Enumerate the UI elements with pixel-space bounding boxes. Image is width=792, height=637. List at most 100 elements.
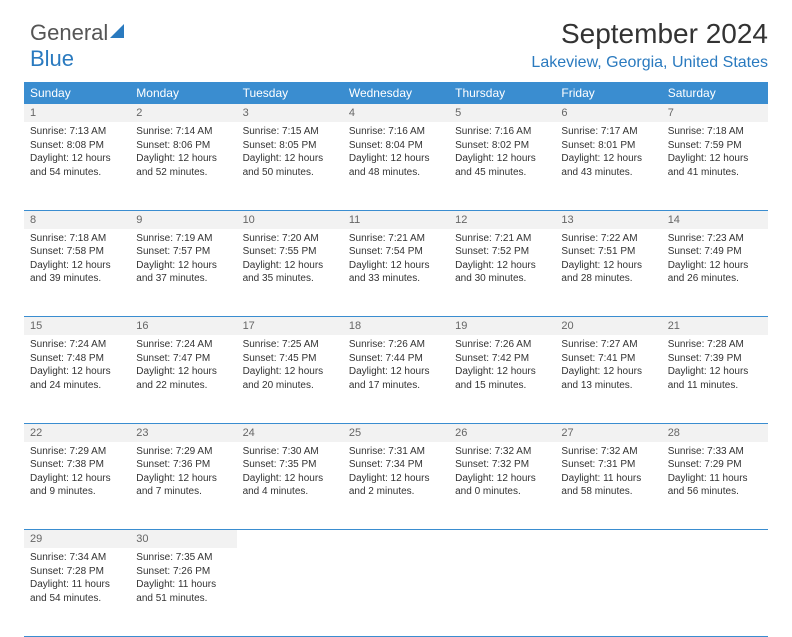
sunset-text: Sunset: 8:04 PM xyxy=(349,139,443,153)
weekday-header-row: Sunday Monday Tuesday Wednesday Thursday… xyxy=(24,82,768,104)
sunset-text: Sunset: 7:31 PM xyxy=(561,458,655,472)
daylight-text: Daylight: 12 hours and 30 minutes. xyxy=(455,259,549,286)
location-subtitle: Lakeview, Georgia, United States xyxy=(24,54,768,72)
day-number-cell: 11 xyxy=(343,210,449,229)
day-number-cell: 7 xyxy=(662,104,768,122)
day-detail-cell xyxy=(662,548,768,636)
sunset-text: Sunset: 8:02 PM xyxy=(455,139,549,153)
day-number-cell: 29 xyxy=(24,530,130,549)
daylight-text: Daylight: 12 hours and 35 minutes. xyxy=(243,259,337,286)
day-number-cell: 28 xyxy=(662,423,768,442)
day-number-cell: 24 xyxy=(237,423,343,442)
sunset-text: Sunset: 7:59 PM xyxy=(668,139,762,153)
sunrise-text: Sunrise: 7:21 AM xyxy=(349,232,443,246)
day-number-cell: 16 xyxy=(130,317,236,336)
day-detail-cell: Sunrise: 7:32 AMSunset: 7:32 PMDaylight:… xyxy=(449,442,555,530)
daylight-text: Daylight: 12 hours and 26 minutes. xyxy=(668,259,762,286)
daylight-text: Daylight: 12 hours and 28 minutes. xyxy=(561,259,655,286)
day-detail-cell: Sunrise: 7:25 AMSunset: 7:45 PMDaylight:… xyxy=(237,335,343,423)
sunrise-text: Sunrise: 7:35 AM xyxy=(136,551,230,565)
calendar-table: Sunday Monday Tuesday Wednesday Thursday… xyxy=(24,82,768,637)
sunrise-text: Sunrise: 7:26 AM xyxy=(349,338,443,352)
day-number-cell: 9 xyxy=(130,210,236,229)
weekday-header: Sunday xyxy=(24,82,130,104)
sunrise-text: Sunrise: 7:28 AM xyxy=(668,338,762,352)
day-detail-cell xyxy=(449,548,555,636)
sunset-text: Sunset: 7:57 PM xyxy=(136,245,230,259)
day-detail-row: Sunrise: 7:29 AMSunset: 7:38 PM Daylight:… xyxy=(24,442,768,530)
sunset-text: Sunset: 7:35 PM xyxy=(243,458,337,472)
daylight-text: Daylight: 11 hours and 54 minutes. xyxy=(30,578,124,605)
day-number-cell: 25 xyxy=(343,423,449,442)
day-number-cell: 23 xyxy=(130,423,236,442)
sunset-text: Sunset: 7:52 PM xyxy=(455,245,549,259)
day-detail-cell: Sunrise: 7:27 AMSunset: 7:41 PMDaylight:… xyxy=(555,335,661,423)
sunset-text: Sunset: 7:54 PM xyxy=(349,245,443,259)
day-number-cell: 21 xyxy=(662,317,768,336)
day-detail-cell: Sunrise: 7:16 AMSunset: 8:02 PMDaylight:… xyxy=(449,122,555,210)
daylight-text: Daylight: 12 hours and 24 minutes. xyxy=(30,365,124,392)
day-detail-cell xyxy=(555,548,661,636)
daylight-text: Daylight: 12 hours and 2 minutes. xyxy=(349,472,443,499)
daylight-text: Daylight: 12 hours and 43 minutes. xyxy=(561,152,655,179)
day-detail-cell: Sunrise: 7:19 AMSunset: 7:57 PMDaylight:… xyxy=(130,229,236,317)
day-detail-cell: Sunrise: 7:20 AMSunset: 7:55 PMDaylight:… xyxy=(237,229,343,317)
day-detail-cell: Sunrise: 7:24 AMSunset: 7:48 PMDaylight:… xyxy=(24,335,130,423)
day-number-cell xyxy=(449,530,555,549)
sunrise-text: Sunrise: 7:30 AM xyxy=(243,445,337,459)
daylight-text: Daylight: 12 hours and 41 minutes. xyxy=(668,152,762,179)
daylight-text: Daylight: 12 hours and 45 minutes. xyxy=(455,152,549,179)
day-number-cell: 10 xyxy=(237,210,343,229)
day-number-cell: 30 xyxy=(130,530,236,549)
sunset-text: Sunset: 7:58 PM xyxy=(30,245,124,259)
day-detail-cell: Sunrise: 7:24 AMSunset: 7:47 PMDaylight:… xyxy=(130,335,236,423)
sunrise-text: Sunrise: 7:27 AM xyxy=(561,338,655,352)
day-number-row: 2930 xyxy=(24,530,768,549)
day-detail-cell: Sunrise: 7:26 AMSunset: 7:42 PMDaylight:… xyxy=(449,335,555,423)
sunset-text: Sunset: 7:48 PM xyxy=(30,352,124,366)
sunset-text: Sunset: 7:32 PM xyxy=(455,458,549,472)
daylight-text: Daylight: 12 hours and 33 minutes. xyxy=(349,259,443,286)
sunset-text: Sunset: 7:42 PM xyxy=(455,352,549,366)
sunrise-text: Sunrise: 7:13 AM xyxy=(30,125,124,139)
sunrise-text: Sunrise: 7:22 AM xyxy=(561,232,655,246)
daylight-text: Daylight: 12 hours and 17 minutes. xyxy=(349,365,443,392)
day-number-cell xyxy=(343,530,449,549)
sunrise-text: Sunrise: 7:32 AM xyxy=(561,445,655,459)
daylight-text: Daylight: 12 hours and 52 minutes. xyxy=(136,152,230,179)
day-number-cell: 3 xyxy=(237,104,343,122)
sunrise-text: Sunrise: 7:29 AM xyxy=(30,445,124,459)
day-detail-cell: Sunrise: 7:30 AMSunset: 7:35 PMDaylight:… xyxy=(237,442,343,530)
daylight-text: Daylight: 12 hours and 22 minutes. xyxy=(136,365,230,392)
sunset-text: Sunset: 7:47 PM xyxy=(136,352,230,366)
day-number-cell: 12 xyxy=(449,210,555,229)
brand-logo: General Blue xyxy=(30,20,124,72)
weekday-header: Friday xyxy=(555,82,661,104)
day-number-cell: 2 xyxy=(130,104,236,122)
daylight-text: Daylight: 12 hours and 37 minutes. xyxy=(136,259,230,286)
sunrise-text: Sunrise: 7:23 AM xyxy=(668,232,762,246)
day-detail-row: Sunrise: 7:24 AMSunset: 7:48 PMDaylight:… xyxy=(24,335,768,423)
sunset-text: Sunset: 7:51 PM xyxy=(561,245,655,259)
sunrise-text: Sunrise: 7:15 AM xyxy=(243,125,337,139)
daylight-text: Daylight: 12 hours and 50 minutes. xyxy=(243,152,337,179)
sunset-text: Sunset: 8:08 PM xyxy=(30,139,124,153)
sunset-text: Sunset: 8:05 PM xyxy=(243,139,337,153)
day-number-row: 22232425262728 xyxy=(24,423,768,442)
day-number-row: 1234567 xyxy=(24,104,768,122)
day-number-cell: 5 xyxy=(449,104,555,122)
brand-part2: Blue xyxy=(30,46,74,71)
day-detail-cell xyxy=(237,548,343,636)
weekday-header: Tuesday xyxy=(237,82,343,104)
sunset-text: Sunset: 7:45 PM xyxy=(243,352,337,366)
sunrise-text: Sunrise: 7:34 AM xyxy=(30,551,124,565)
day-detail-cell: Sunrise: 7:14 AMSunset: 8:06 PMDaylight:… xyxy=(130,122,236,210)
daylight-text: Daylight: 12 hours and 54 minutes. xyxy=(30,152,124,179)
sunset-text: Sunset: 7:38 PM xyxy=(30,458,124,472)
sunrise-text: Sunrise: 7:20 AM xyxy=(243,232,337,246)
day-detail-cell: Sunrise: 7:31 AMSunset: 7:34 PMDaylight:… xyxy=(343,442,449,530)
day-detail-cell: Sunrise: 7:18 AMSunset: 7:58 PMDaylight:… xyxy=(24,229,130,317)
sunrise-text: Sunrise: 7:32 AM xyxy=(455,445,549,459)
day-detail-cell: Sunrise: 7:32 AMSunset: 7:31 PMDaylight:… xyxy=(555,442,661,530)
brand-part1: General xyxy=(30,20,108,45)
